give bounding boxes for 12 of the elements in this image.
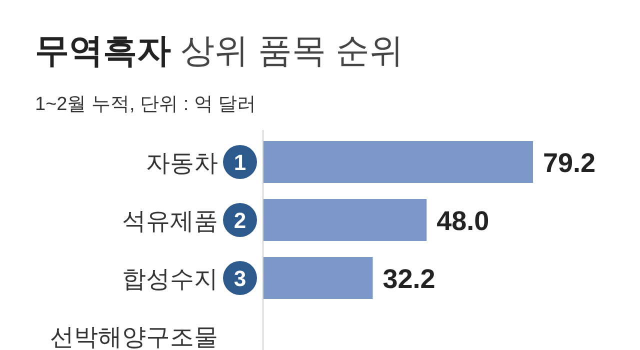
y-tick-label: 선박해양구조물: [50, 324, 218, 350]
data-label: 32.2: [382, 264, 436, 294]
y-tick-label: 석유제품: [122, 208, 218, 235]
text: 1: [234, 150, 246, 175]
y-tick-label: 자동차: [146, 150, 218, 177]
text: 2: [234, 208, 246, 233]
data-label: 79.2: [543, 148, 596, 178]
y-tick-label: 합성수지: [122, 266, 218, 293]
text: 3: [234, 266, 246, 291]
chart-title: 무역흑자 상위 품목 순위: [35, 32, 404, 70]
data-label: 48.0: [436, 206, 490, 236]
chart-subtitle: 1~2월 누적, 단위 : 억 달러: [35, 94, 256, 115]
